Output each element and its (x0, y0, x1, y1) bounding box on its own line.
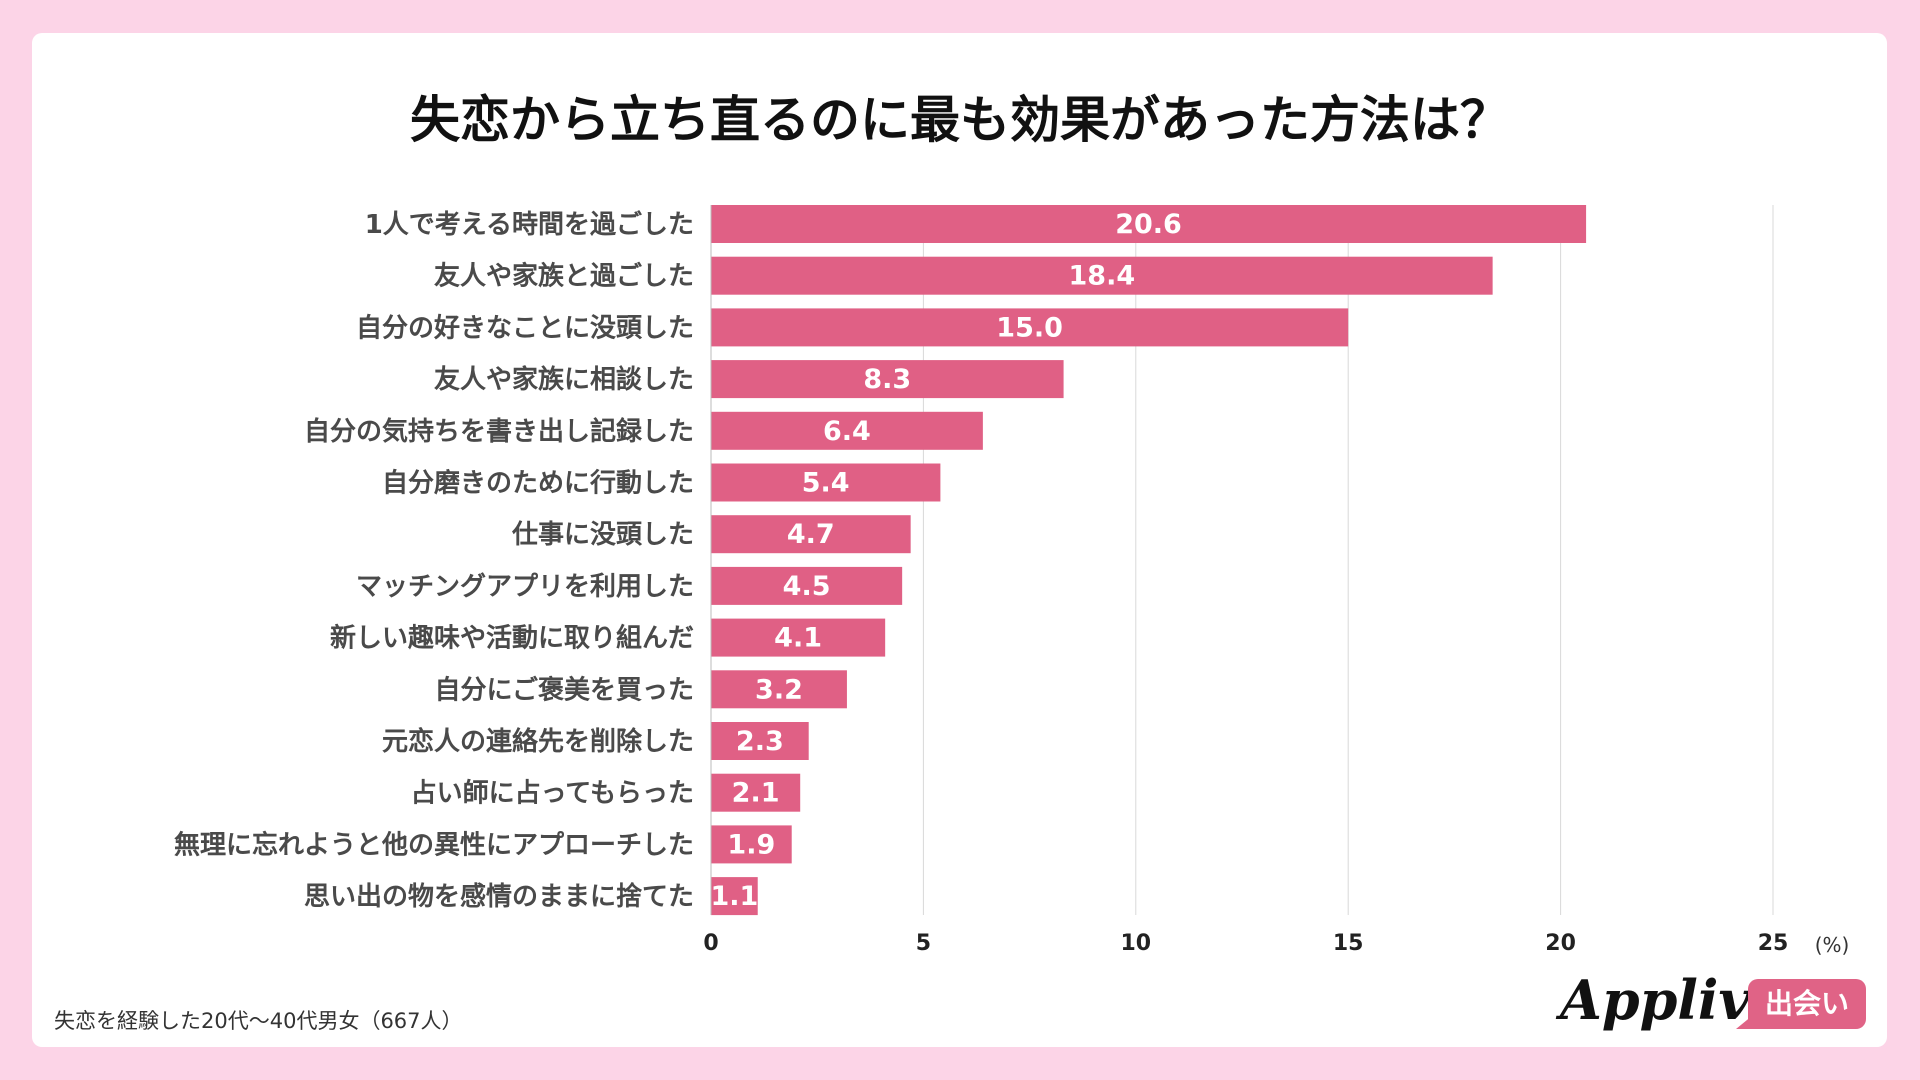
bar-value-label: 1.1 (710, 881, 758, 912)
chart-card (32, 33, 1887, 1047)
bar-value-label: 4.7 (787, 519, 835, 550)
bar-value-label: 15.0 (996, 312, 1063, 343)
logo-badge: 出会い (1736, 979, 1866, 1029)
footnote: 失恋を経験した20代〜40代男女（667人） (54, 1009, 463, 1033)
bar (711, 773, 801, 812)
bar (711, 670, 847, 709)
bar-value-label: 5.4 (802, 468, 850, 499)
bar (711, 515, 911, 554)
category-label: 自分にご褒美を買った (435, 674, 694, 705)
x-tick-label: 25 (1758, 931, 1789, 956)
category-label: 1人で考える時間を過ごした (365, 209, 694, 240)
x-tick-label: 0 (703, 931, 718, 956)
category-label: 占い師に占ってもらった (411, 779, 694, 809)
category-label: 仕事に没頭した (511, 520, 694, 550)
bar (711, 256, 1493, 295)
appliv-logo: Appliv (1560, 968, 1750, 1032)
bar-value-label: 2.3 (736, 726, 784, 757)
bar-value-label: 4.5 (783, 571, 831, 602)
category-label: 友人や家族と過ごした (434, 261, 694, 292)
bar (711, 411, 983, 450)
bar (711, 360, 1064, 399)
bar (711, 618, 886, 657)
x-tick-label: 5 (916, 931, 931, 956)
bar (711, 566, 903, 605)
bar-value-label: 4.1 (774, 623, 822, 654)
bar-value-label: 6.4 (823, 416, 871, 447)
bar (711, 722, 809, 760)
x-tick-label: 20 (1545, 931, 1576, 956)
bar (711, 308, 1349, 347)
bar-value-label: 1.9 (727, 829, 775, 860)
x-tick-label: 10 (1120, 931, 1151, 956)
category-label: 新しい趣味や活動に取り組んだ (330, 623, 694, 654)
category-label: 友人や家族に相談した (434, 364, 694, 395)
bar-value-label: 18.4 (1069, 261, 1136, 292)
bar-value-label: 3.2 (755, 674, 803, 705)
category-label: 自分の気持ちを書き出し記録した (304, 416, 694, 447)
category-label: 無理に忘れようと他の異性にアプローチした (174, 829, 694, 860)
category-label: 思い出の物を感情のままに捨てた (304, 881, 694, 912)
bar-value-label: 20.6 (1115, 209, 1182, 240)
category-label: マッチングアプリを利用した (356, 572, 694, 602)
bar (711, 205, 1587, 243)
bar (711, 825, 792, 864)
bar-value-label: 8.3 (863, 364, 911, 395)
category-label: 元恋人の連絡先を削除した (382, 726, 694, 757)
category-label: 自分の好きなことに没頭した (356, 312, 694, 343)
x-unit-label: (%) (1815, 933, 1850, 957)
bar (711, 463, 941, 502)
x-tick-label: 15 (1333, 931, 1364, 956)
chart-title: 失恋から立ち直るのに最も効果があった方法は？ (410, 91, 1510, 149)
bar-value-label: 2.1 (732, 778, 780, 809)
bar (711, 877, 758, 916)
category-label: 自分磨きのために行動した (382, 468, 694, 499)
